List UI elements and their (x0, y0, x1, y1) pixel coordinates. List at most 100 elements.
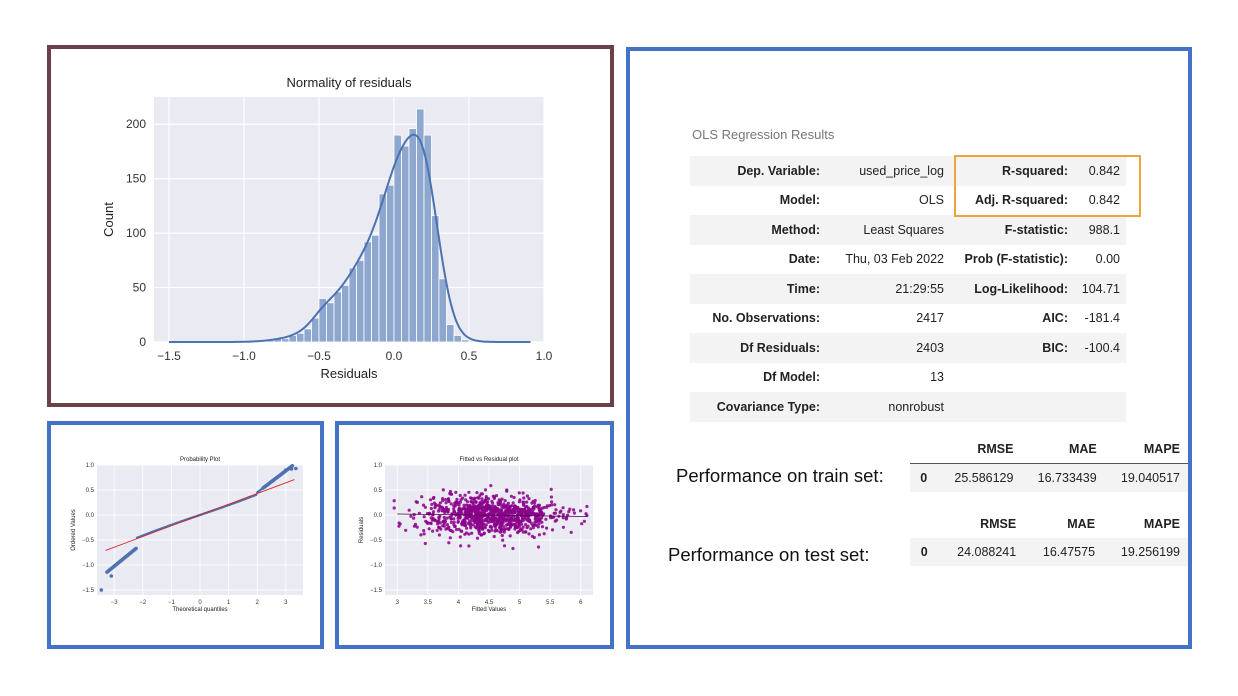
test-mae-value: 16.47575 (1024, 538, 1104, 566)
residual-point (486, 515, 491, 519)
residual-point (511, 522, 515, 526)
residual-point (495, 521, 500, 525)
residual-point (493, 525, 497, 529)
residual-point (445, 523, 449, 527)
residual-point (404, 528, 408, 532)
y-tick-label: −0.5 (82, 538, 95, 544)
test-rmse-value: 24.088241 (935, 538, 1025, 566)
residual-point (544, 517, 548, 521)
residual-point (510, 504, 514, 508)
ols-label: Df Model: (763, 370, 820, 385)
qq-point (134, 546, 138, 551)
y-axis-label: Count (101, 202, 116, 237)
ols-label: AIC: (1042, 311, 1068, 326)
residual-point (436, 509, 441, 513)
residual-point (435, 528, 439, 532)
residual-point (443, 498, 448, 502)
residual-point (499, 527, 503, 531)
histogram-bar (303, 328, 312, 343)
ols-row: Covariance Type: nonrobust (690, 392, 1126, 422)
residual-point (504, 523, 508, 527)
residual-point (513, 510, 517, 514)
residual-point (513, 527, 517, 531)
residual-point (533, 512, 538, 517)
x-tick-label: 1 (227, 600, 231, 606)
residual-point (553, 511, 557, 515)
histogram-bar (356, 259, 365, 343)
y-tick-label: 150 (126, 172, 146, 186)
residual-point (502, 514, 506, 518)
qq-point (284, 468, 288, 472)
residual-point (572, 508, 576, 512)
residual-point (465, 526, 469, 530)
ols-label (950, 363, 1074, 393)
residual-point (498, 501, 502, 505)
residual-point (423, 505, 427, 509)
residual-point (510, 508, 514, 512)
ols-title: OLS Regression Results (692, 127, 835, 142)
residual-point (496, 509, 500, 513)
x-axis-label: Fitted Values (472, 607, 507, 613)
chart-title: Probability Plot (180, 457, 220, 463)
residual-point (444, 501, 448, 505)
residual-point (550, 503, 554, 507)
residual-point (467, 511, 471, 515)
ols-value (1074, 363, 1126, 393)
train-mae-value: 16.733439 (1021, 463, 1105, 492)
residual-point (502, 530, 506, 534)
residual-point (448, 528, 452, 532)
histogram-bar (438, 278, 447, 343)
residual-point (459, 498, 463, 502)
residual-point (464, 498, 468, 502)
ols-label: F-statistic: (950, 215, 1074, 245)
train-performance-table: RMSE MAE MAPE 0 25.586129 16.733439 19.0… (910, 435, 1188, 492)
y-tick-label: 100 (126, 226, 146, 240)
residual-point (407, 508, 411, 512)
residual-point (532, 535, 536, 540)
test-performance-table: RMSE MAE MAPE 0 24.088241 16.47575 19.25… (910, 510, 1188, 566)
residual-point (441, 499, 445, 503)
residual-point (427, 527, 431, 531)
residual-point (554, 508, 558, 512)
residual-point (458, 493, 462, 498)
residual-point (419, 533, 423, 537)
histogram-bar (326, 302, 335, 343)
residual-point (502, 502, 506, 506)
qq-point (290, 464, 295, 468)
test-performance-row: 0 24.088241 16.47575 19.256199 (910, 538, 1188, 566)
residual-point (564, 517, 568, 521)
ols-row: Model: OLS Adj. R-squared: 0.842 (690, 186, 1126, 216)
ols-label: BIC: (950, 333, 1074, 363)
residual-point (550, 500, 554, 504)
residual-point (453, 524, 457, 529)
residual-point (430, 502, 434, 506)
residual-point (498, 521, 502, 525)
residual-point (480, 506, 484, 510)
residual-point (475, 512, 479, 516)
x-tick-label: 5.5 (546, 600, 555, 606)
ols-value: 0.842 (1088, 193, 1120, 208)
residual-point (424, 519, 428, 523)
residual-point (504, 508, 508, 512)
ols-value: 21:29:55 (826, 274, 950, 304)
residual-point (452, 520, 456, 524)
residual-point (480, 527, 485, 531)
x-tick-label: −3 (111, 600, 119, 606)
x-tick-label: 0 (198, 600, 202, 606)
residual-point (442, 515, 446, 519)
residual-point (478, 494, 482, 498)
ols-label: Log-Likelihood: (950, 274, 1074, 304)
residual-point (484, 504, 488, 508)
ols-label: Date: (788, 252, 820, 267)
probability-plot-chart: −3 −2 −1 0 1 2 3 −1.5 −1.0 −0.5 0.0 0.5 1.0 Probabili… (71, 457, 303, 613)
residual-point (423, 541, 427, 546)
residual-point (420, 495, 424, 499)
ols-value: 0.00 (1095, 252, 1120, 267)
train-header-mape: MAPE (1104, 435, 1188, 464)
residual-point (438, 526, 442, 530)
train-performance-label: Performance on train set: (676, 465, 884, 486)
ols-row: No. Observations: 2417 AIC: -181.4 (690, 304, 1126, 334)
residual-point (458, 500, 462, 504)
residual-point (457, 515, 461, 519)
residuals-histogram-chart: −1.5 −1.0 −0.5 0.0 0.5 1.0 0 50 100 150 200 Normali… (101, 75, 553, 381)
